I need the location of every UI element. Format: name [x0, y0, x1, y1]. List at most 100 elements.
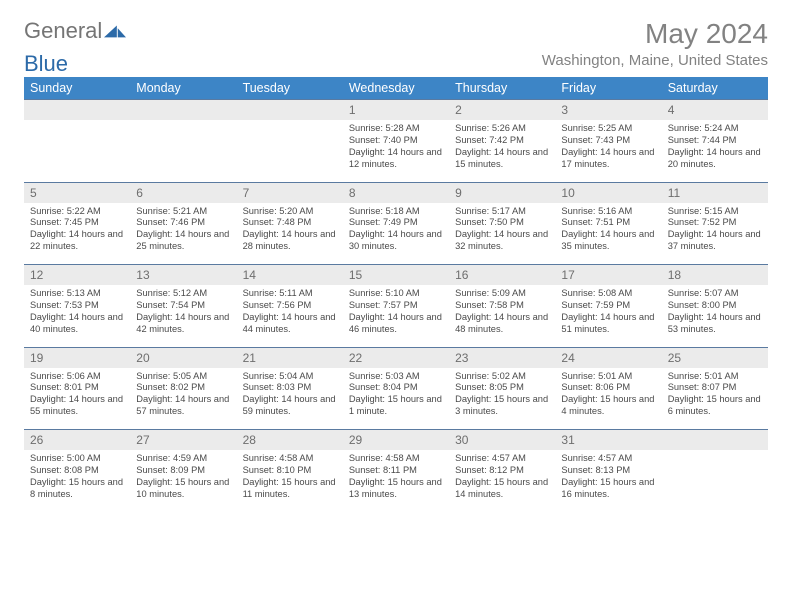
day-number-cell: 14	[237, 265, 343, 286]
location-subtitle: Washington, Maine, United States	[542, 52, 768, 69]
day-number-cell: 11	[662, 182, 768, 203]
day-detail-cell: Sunrise: 5:13 AMSunset: 7:53 PMDaylight:…	[24, 285, 130, 341]
day-detail-row: Sunrise: 5:00 AMSunset: 8:08 PMDaylight:…	[24, 450, 768, 506]
day-number-cell: 1	[343, 100, 449, 121]
day-detail-cell: Sunrise: 5:26 AMSunset: 7:42 PMDaylight:…	[449, 120, 555, 176]
dow-header: Sunday	[24, 77, 130, 100]
day-number-cell: 2	[449, 100, 555, 121]
day-detail-cell: Sunrise: 4:58 AMSunset: 8:11 PMDaylight:…	[343, 450, 449, 506]
day-detail-cell: Sunrise: 5:01 AMSunset: 8:07 PMDaylight:…	[662, 368, 768, 424]
day-number-cell: 28	[237, 430, 343, 451]
day-number-row: 262728293031	[24, 430, 768, 451]
day-number-cell: 27	[130, 430, 236, 451]
day-number-cell: 16	[449, 265, 555, 286]
dow-header: Thursday	[449, 77, 555, 100]
day-detail-cell	[130, 120, 236, 176]
day-number-cell: 24	[555, 347, 661, 368]
day-number-cell: 21	[237, 347, 343, 368]
day-number-row: 19202122232425	[24, 347, 768, 368]
day-number-row: 567891011	[24, 182, 768, 203]
calendar-body: 1234Sunrise: 5:28 AMSunset: 7:40 PMDayli…	[24, 100, 768, 507]
day-number-cell: 13	[130, 265, 236, 286]
day-detail-cell: Sunrise: 5:25 AMSunset: 7:43 PMDaylight:…	[555, 120, 661, 176]
day-detail-cell	[662, 450, 768, 506]
brand-prefix: General	[24, 18, 102, 44]
brand-triangle-icon	[104, 24, 126, 38]
day-detail-cell: Sunrise: 5:20 AMSunset: 7:48 PMDaylight:…	[237, 203, 343, 259]
day-detail-cell: Sunrise: 5:18 AMSunset: 7:49 PMDaylight:…	[343, 203, 449, 259]
day-number-cell	[130, 100, 236, 121]
day-number-cell: 18	[662, 265, 768, 286]
day-detail-cell: Sunrise: 5:00 AMSunset: 8:08 PMDaylight:…	[24, 450, 130, 506]
day-number-cell: 22	[343, 347, 449, 368]
day-detail-cell: Sunrise: 5:16 AMSunset: 7:51 PMDaylight:…	[555, 203, 661, 259]
day-number-cell: 29	[343, 430, 449, 451]
day-detail-cell: Sunrise: 5:21 AMSunset: 7:46 PMDaylight:…	[130, 203, 236, 259]
day-number-cell: 12	[24, 265, 130, 286]
day-detail-cell: Sunrise: 4:59 AMSunset: 8:09 PMDaylight:…	[130, 450, 236, 506]
day-detail-cell: Sunrise: 5:24 AMSunset: 7:44 PMDaylight:…	[662, 120, 768, 176]
day-detail-cell: Sunrise: 4:58 AMSunset: 8:10 PMDaylight:…	[237, 450, 343, 506]
day-detail-cell: Sunrise: 5:10 AMSunset: 7:57 PMDaylight:…	[343, 285, 449, 341]
calendar-page: General May 2024 Blue Washington, Maine,…	[0, 0, 792, 518]
day-detail-row: Sunrise: 5:06 AMSunset: 8:01 PMDaylight:…	[24, 368, 768, 424]
day-detail-cell: Sunrise: 4:57 AMSunset: 8:13 PMDaylight:…	[555, 450, 661, 506]
day-number-cell: 31	[555, 430, 661, 451]
day-detail-cell: Sunrise: 5:09 AMSunset: 7:58 PMDaylight:…	[449, 285, 555, 341]
day-detail-cell: Sunrise: 5:03 AMSunset: 8:04 PMDaylight:…	[343, 368, 449, 424]
dow-header: Saturday	[662, 77, 768, 100]
day-number-cell: 15	[343, 265, 449, 286]
day-number-cell: 9	[449, 182, 555, 203]
day-number-cell: 25	[662, 347, 768, 368]
day-detail-cell: Sunrise: 5:06 AMSunset: 8:01 PMDaylight:…	[24, 368, 130, 424]
day-number-cell	[237, 100, 343, 121]
day-detail-cell: Sunrise: 5:05 AMSunset: 8:02 PMDaylight:…	[130, 368, 236, 424]
day-detail-cell: Sunrise: 5:01 AMSunset: 8:06 PMDaylight:…	[555, 368, 661, 424]
day-detail-cell: Sunrise: 5:17 AMSunset: 7:50 PMDaylight:…	[449, 203, 555, 259]
day-detail-cell: Sunrise: 5:28 AMSunset: 7:40 PMDaylight:…	[343, 120, 449, 176]
day-detail-cell: Sunrise: 5:04 AMSunset: 8:03 PMDaylight:…	[237, 368, 343, 424]
page-title: May 2024	[645, 18, 768, 50]
day-number-cell: 7	[237, 182, 343, 203]
day-detail-cell: Sunrise: 5:08 AMSunset: 7:59 PMDaylight:…	[555, 285, 661, 341]
day-number-cell: 23	[449, 347, 555, 368]
days-of-week-row: SundayMondayTuesdayWednesdayThursdayFrid…	[24, 77, 768, 100]
day-detail-row: Sunrise: 5:13 AMSunset: 7:53 PMDaylight:…	[24, 285, 768, 341]
day-detail-cell: Sunrise: 5:22 AMSunset: 7:45 PMDaylight:…	[24, 203, 130, 259]
day-number-cell: 17	[555, 265, 661, 286]
day-number-cell: 30	[449, 430, 555, 451]
brand-suffix: Blue	[24, 51, 68, 77]
day-detail-cell: Sunrise: 5:07 AMSunset: 8:00 PMDaylight:…	[662, 285, 768, 341]
day-detail-row: Sunrise: 5:22 AMSunset: 7:45 PMDaylight:…	[24, 203, 768, 259]
day-detail-cell	[24, 120, 130, 176]
header-row: General May 2024	[24, 18, 768, 50]
day-number-cell: 5	[24, 182, 130, 203]
day-number-row: 12131415161718	[24, 265, 768, 286]
brand-suffix-row: Blue	[24, 51, 68, 77]
day-number-cell: 26	[24, 430, 130, 451]
day-number-cell	[24, 100, 130, 121]
day-number-cell: 8	[343, 182, 449, 203]
day-number-cell: 4	[662, 100, 768, 121]
day-detail-cell: Sunrise: 5:02 AMSunset: 8:05 PMDaylight:…	[449, 368, 555, 424]
brand-logo: General	[24, 18, 126, 44]
day-number-cell: 10	[555, 182, 661, 203]
day-number-cell: 20	[130, 347, 236, 368]
day-detail-cell: Sunrise: 5:12 AMSunset: 7:54 PMDaylight:…	[130, 285, 236, 341]
dow-header: Friday	[555, 77, 661, 100]
dow-header: Monday	[130, 77, 236, 100]
day-number-cell	[662, 430, 768, 451]
day-detail-cell: Sunrise: 4:57 AMSunset: 8:12 PMDaylight:…	[449, 450, 555, 506]
day-detail-cell: Sunrise: 5:15 AMSunset: 7:52 PMDaylight:…	[662, 203, 768, 259]
dow-header: Tuesday	[237, 77, 343, 100]
day-detail-cell	[237, 120, 343, 176]
dow-header: Wednesday	[343, 77, 449, 100]
day-number-cell: 19	[24, 347, 130, 368]
calendar-header: SundayMondayTuesdayWednesdayThursdayFrid…	[24, 77, 768, 100]
day-number-row: 1234	[24, 100, 768, 121]
calendar-table: SundayMondayTuesdayWednesdayThursdayFrid…	[24, 77, 768, 506]
day-number-cell: 3	[555, 100, 661, 121]
day-detail-cell: Sunrise: 5:11 AMSunset: 7:56 PMDaylight:…	[237, 285, 343, 341]
day-detail-row: Sunrise: 5:28 AMSunset: 7:40 PMDaylight:…	[24, 120, 768, 176]
day-number-cell: 6	[130, 182, 236, 203]
